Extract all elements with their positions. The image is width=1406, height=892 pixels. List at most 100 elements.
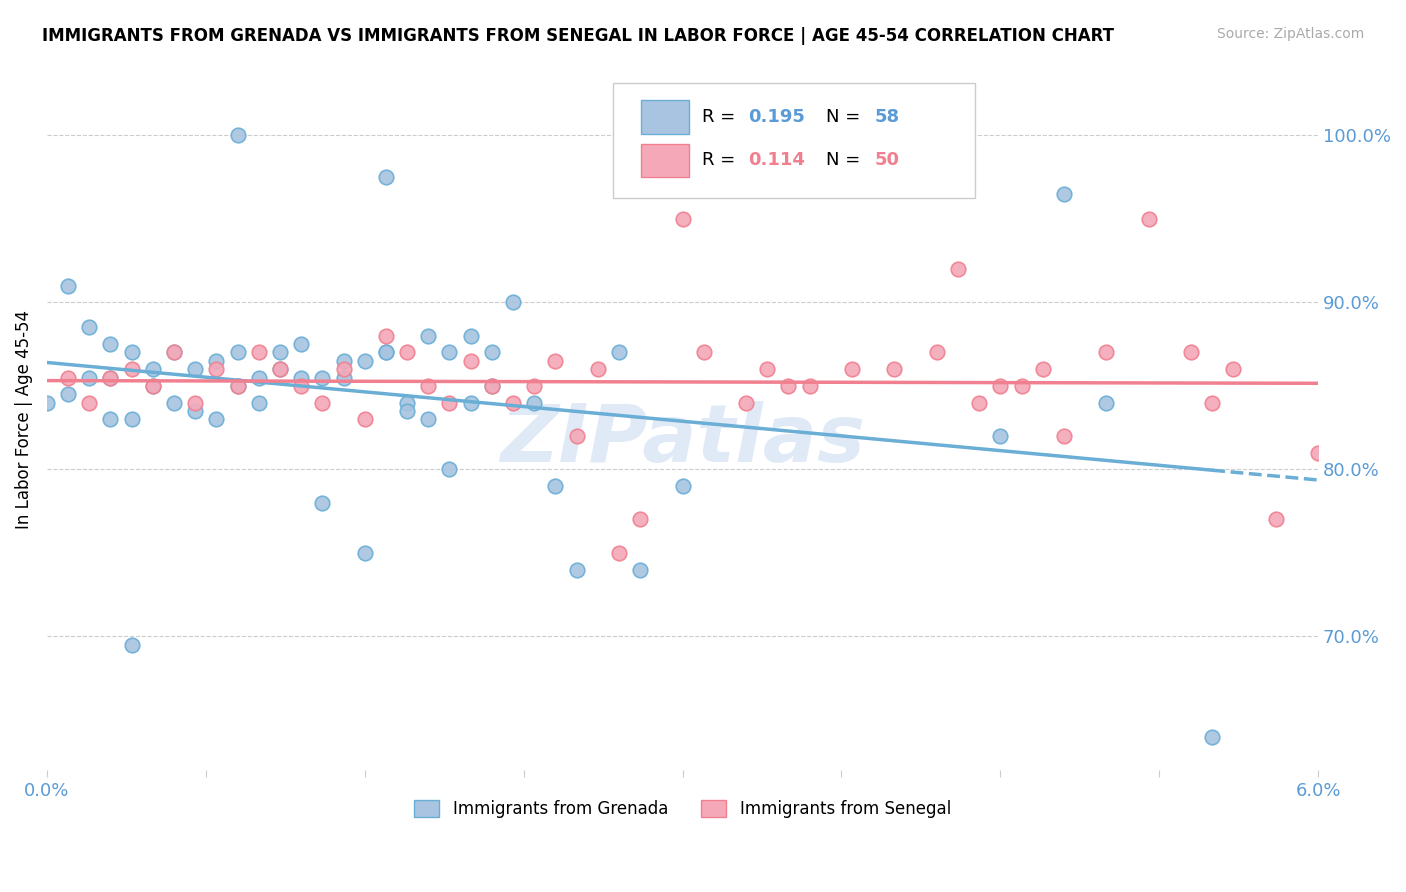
Point (988, 379, 1011, 393)
Point (142, 379, 165, 393)
Point (247, 395, 270, 409)
Text: N =: N = (827, 108, 866, 126)
Point (269, 345, 291, 359)
Point (586, 362, 609, 376)
Point (163, 345, 186, 359)
Point (946, 262, 969, 277)
Point (121, 638, 143, 652)
Point (481, 379, 503, 393)
Point (226, 345, 249, 359)
Point (269, 362, 291, 376)
Y-axis label: In Labor Force | Age 45-54: In Labor Force | Age 45-54 (15, 310, 32, 529)
Point (374, 345, 396, 359)
Point (735, 395, 758, 409)
Point (418, 328, 440, 343)
Point (988, 429, 1011, 443)
Point (163, 345, 186, 359)
Point (607, 546, 630, 560)
Point (226, 379, 249, 393)
Point (1095, 395, 1118, 409)
Point (374, 345, 396, 359)
Point (100, 370, 122, 384)
Point (481, 379, 503, 393)
Point (290, 370, 312, 384)
Text: N =: N = (827, 152, 866, 169)
Point (121, 412, 143, 426)
Point (1201, 395, 1223, 409)
Point (1053, 186, 1076, 201)
Point (100, 412, 122, 426)
Point (1053, 429, 1076, 443)
Point (396, 404, 419, 418)
Point (374, 170, 396, 185)
Point (77, 370, 100, 384)
Point (100, 337, 122, 351)
Point (1201, 730, 1223, 744)
Point (100, 370, 122, 384)
Point (142, 362, 165, 376)
Point (1137, 211, 1160, 226)
Point (439, 345, 461, 359)
Point (311, 370, 333, 384)
Text: IMMIGRANTS FROM GRENADA VS IMMIGRANTS FROM SENEGAL IN LABOR FORCE | AGE 45-54 CO: IMMIGRANTS FROM GRENADA VS IMMIGRANTS FR… (42, 27, 1114, 45)
Point (35, 395, 58, 409)
Point (418, 379, 440, 393)
Point (226, 379, 249, 393)
Point (692, 345, 714, 359)
Point (502, 295, 524, 310)
Point (184, 404, 207, 418)
Point (121, 362, 143, 376)
Point (205, 362, 228, 376)
Point (628, 512, 651, 526)
Point (439, 462, 461, 476)
Point (460, 395, 482, 409)
Point (142, 379, 165, 393)
Point (332, 362, 354, 376)
Point (121, 345, 143, 359)
Point (77, 395, 100, 409)
Point (332, 353, 354, 368)
Point (353, 353, 375, 368)
Point (290, 379, 312, 393)
Point (756, 362, 779, 376)
Point (374, 328, 396, 343)
Point (544, 479, 567, 493)
Text: R =: R = (702, 152, 741, 169)
Point (311, 496, 333, 510)
Point (311, 395, 333, 409)
Point (56, 387, 79, 401)
Point (56, 370, 79, 384)
Point (607, 345, 630, 359)
Point (628, 563, 651, 577)
Bar (641, 144, 689, 178)
Point (1264, 512, 1286, 526)
Point (205, 412, 228, 426)
Point (1095, 345, 1118, 359)
Point (883, 362, 905, 376)
Text: 0.114: 0.114 (748, 152, 806, 169)
Point (226, 128, 249, 143)
Text: 50: 50 (875, 152, 900, 169)
Text: Source: ZipAtlas.com: Source: ZipAtlas.com (1216, 27, 1364, 41)
Point (396, 395, 419, 409)
FancyBboxPatch shape (613, 83, 974, 198)
Point (290, 337, 312, 351)
Point (332, 370, 354, 384)
Point (925, 345, 948, 359)
Point (460, 353, 482, 368)
Point (1180, 345, 1202, 359)
Point (163, 395, 186, 409)
Point (481, 345, 503, 359)
Point (544, 353, 567, 368)
Point (1032, 362, 1054, 376)
Point (671, 211, 693, 226)
Point (184, 395, 207, 409)
Point (56, 278, 79, 293)
Point (247, 370, 270, 384)
Text: ZIPatlas: ZIPatlas (501, 401, 865, 479)
Point (1222, 362, 1244, 376)
Point (418, 412, 440, 426)
Point (523, 379, 546, 393)
Point (353, 412, 375, 426)
Point (269, 362, 291, 376)
